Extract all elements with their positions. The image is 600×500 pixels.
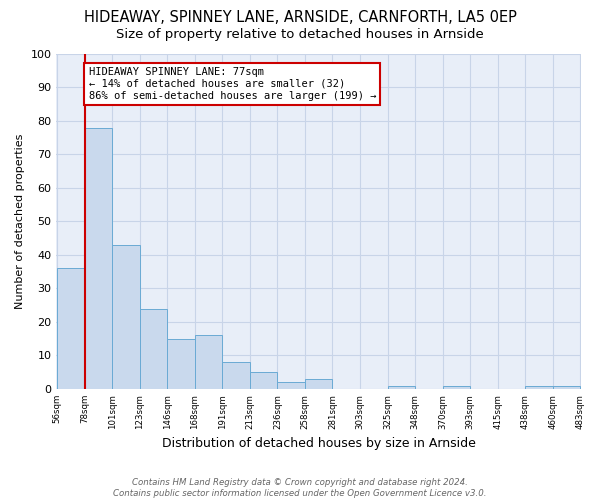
Bar <box>553 386 580 389</box>
Y-axis label: Number of detached properties: Number of detached properties <box>15 134 25 309</box>
X-axis label: Distribution of detached houses by size in Arnside: Distribution of detached houses by size … <box>162 437 476 450</box>
Bar <box>85 128 112 389</box>
Bar <box>305 379 332 389</box>
Bar <box>526 386 553 389</box>
Bar <box>112 245 140 389</box>
Bar <box>250 372 277 389</box>
Bar <box>167 338 195 389</box>
Bar <box>443 386 470 389</box>
Bar <box>140 308 167 389</box>
Text: Contains HM Land Registry data © Crown copyright and database right 2024.
Contai: Contains HM Land Registry data © Crown c… <box>113 478 487 498</box>
Text: Size of property relative to detached houses in Arnside: Size of property relative to detached ho… <box>116 28 484 41</box>
Bar <box>277 382 305 389</box>
Bar <box>388 386 415 389</box>
Text: HIDEAWAY, SPINNEY LANE, ARNSIDE, CARNFORTH, LA5 0EP: HIDEAWAY, SPINNEY LANE, ARNSIDE, CARNFOR… <box>83 10 517 25</box>
Bar <box>195 336 222 389</box>
Bar <box>222 362 250 389</box>
Bar <box>57 268 85 389</box>
Text: HIDEAWAY SPINNEY LANE: 77sqm
← 14% of detached houses are smaller (32)
86% of se: HIDEAWAY SPINNEY LANE: 77sqm ← 14% of de… <box>89 68 376 100</box>
